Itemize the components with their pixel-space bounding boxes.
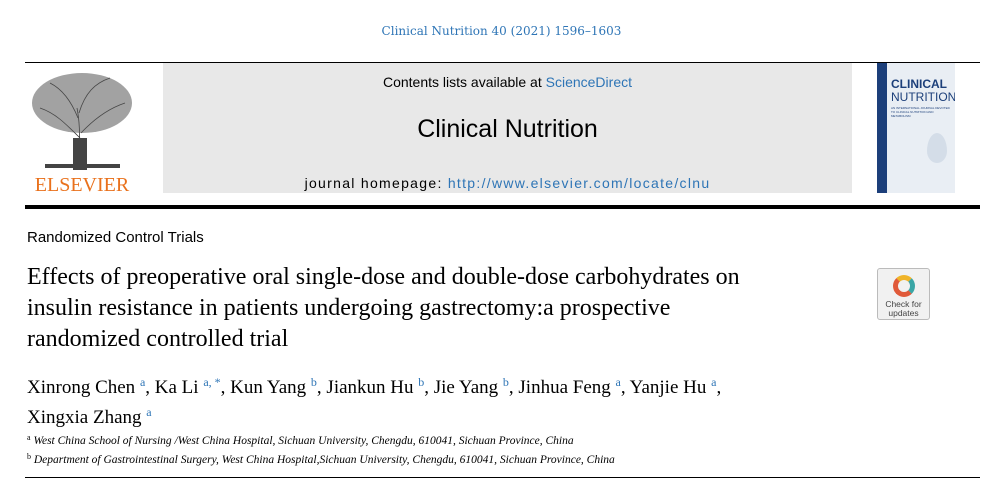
citation: Clinical Nutrition 40 (2021) 1596–1603 xyxy=(381,24,622,38)
author[interactable]: Ka Li a, * xyxy=(154,375,221,398)
article-section: Randomized Control Trials xyxy=(27,229,204,246)
author-affiliation-mark[interactable]: b xyxy=(310,375,317,389)
author-list: Xinrong Chen a, Ka Li a, *, Kun Yang b, … xyxy=(27,375,722,428)
article-title: Effects of preoperative oral single-dose… xyxy=(27,264,740,352)
author-affiliation-mark[interactable]: a xyxy=(711,375,717,389)
check-for-updates-button[interactable]: Check for updates xyxy=(877,268,930,320)
cover-title-1: CLINICAL xyxy=(891,77,947,91)
cover-title-2: NUTRITION xyxy=(891,90,955,104)
author-name: Xingxia Zhang xyxy=(27,407,142,428)
author-affiliation-mark[interactable]: a, * xyxy=(203,375,221,389)
author-name: Jinhua Feng xyxy=(518,377,611,398)
header-rule xyxy=(25,205,980,209)
publisher-name: ELSEVIER xyxy=(35,174,130,193)
cover-subtitle: AN INTERNATIONAL JOURNAL DEVOTED TO CLIN… xyxy=(891,106,950,118)
author-name: Kun Yang xyxy=(230,377,307,398)
author-name: Jie Yang xyxy=(433,377,499,398)
author-name: Yanjie Hu xyxy=(629,377,707,398)
author-affiliation-mark[interactable]: a xyxy=(139,375,146,389)
crossmark-icon xyxy=(892,275,915,297)
author[interactable]: Yanjie Hu a xyxy=(629,375,717,398)
author[interactable]: Jiankun Hu b xyxy=(326,375,425,398)
affiliation-key: a xyxy=(27,433,31,442)
droplet-icon xyxy=(927,133,947,163)
elsevier-logo: ELSEVIER xyxy=(32,73,132,193)
author[interactable]: Xingxia Zhang a xyxy=(27,405,152,428)
author[interactable]: Kun Yang b xyxy=(230,375,317,398)
affiliation: a West China School of Nursing /West Chi… xyxy=(27,430,615,449)
affiliation-key: b xyxy=(27,452,31,461)
bottom-rule xyxy=(25,477,980,478)
check-label-2: updates xyxy=(888,308,919,318)
affiliation-text: Department of Gastrointestinal Surgery, … xyxy=(33,454,615,466)
check-label-1: Check for xyxy=(885,299,922,309)
author-affiliation-mark[interactable]: b xyxy=(418,375,425,389)
author-affiliation-mark[interactable]: b xyxy=(502,375,509,389)
author-affiliation-mark[interactable]: a xyxy=(615,375,621,389)
author[interactable]: Jinhua Feng a xyxy=(518,375,621,398)
journal-homepage: journal homepage: http://www.elsevier.co… xyxy=(163,175,852,191)
homepage-prefix: journal homepage: xyxy=(304,175,448,191)
author-affiliation-mark[interactable]: a xyxy=(146,405,152,419)
journal-masthead: Contents lists available at ScienceDirec… xyxy=(163,63,852,193)
affiliations: a West China School of Nursing /West Chi… xyxy=(27,430,615,468)
homepage-link[interactable]: http://www.elsevier.com/locate/clnu xyxy=(447,175,711,191)
author-name: Jiankun Hu xyxy=(326,377,414,398)
journal-cover[interactable]: CLINICAL NUTRITION AN INTERNATIONAL JOUR… xyxy=(877,63,955,193)
journal-name: Clinical Nutrition xyxy=(417,115,598,143)
affiliation-text: West China School of Nursing /West China… xyxy=(33,435,574,447)
contents-line: Contents lists available at ScienceDirec… xyxy=(163,74,852,90)
cover-spine xyxy=(877,63,887,193)
author-name: Xinrong Chen xyxy=(27,377,136,398)
affiliation: b Department of Gastrointestinal Surgery… xyxy=(27,449,615,468)
contents-prefix: Contents lists available at xyxy=(382,74,546,90)
author[interactable]: Xinrong Chen a xyxy=(27,375,146,398)
author-name: Ka Li xyxy=(154,377,199,398)
author[interactable]: Jie Yang b xyxy=(433,375,509,398)
top-rule xyxy=(25,62,980,63)
sciencedirect-link[interactable]: ScienceDirect xyxy=(545,74,632,90)
